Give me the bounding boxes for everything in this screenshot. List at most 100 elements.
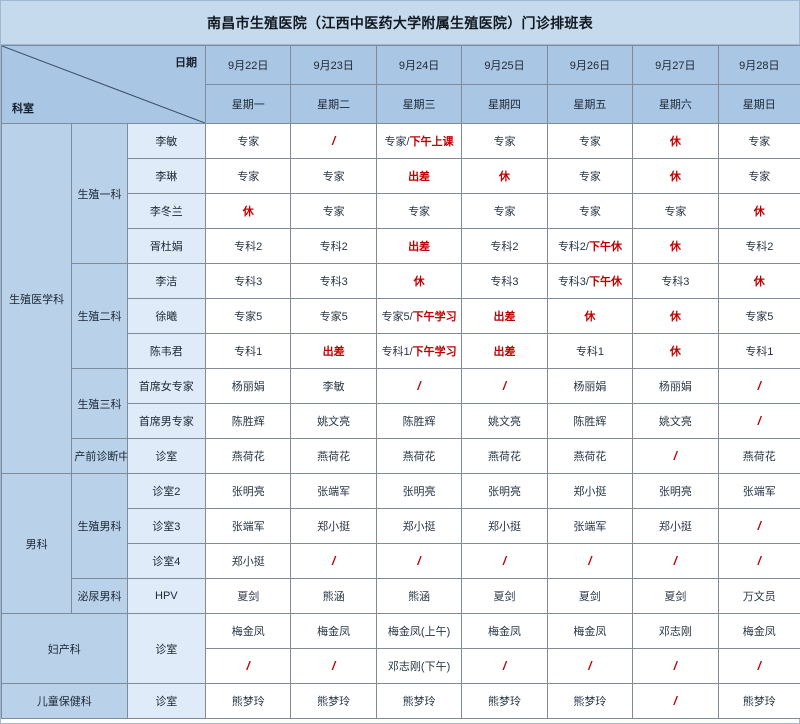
schedule-cell: 专科1 xyxy=(717,333,800,369)
status-badge: 出差 xyxy=(408,171,431,183)
shift-text: 专科1/ xyxy=(381,346,413,358)
table-row: / / 邓志刚(下午) / / / / xyxy=(2,648,800,684)
schedule-cell: 专科2 xyxy=(205,228,292,264)
shift-text: 专科3 xyxy=(234,276,263,288)
shift-text: 熊梦玲 xyxy=(317,696,351,708)
room-label: 诊室3 xyxy=(126,508,207,544)
shift-text: 熊涵 xyxy=(408,591,431,603)
header-date-label: 日期 xyxy=(175,57,198,69)
header-date-3: 9月25日 xyxy=(461,45,548,85)
status-badge: 下午学习 xyxy=(412,346,457,358)
shift-text: 梅金凤(上午) xyxy=(387,626,451,638)
shift-text: 专科3 xyxy=(490,276,519,288)
header-weekday-4: 星期五 xyxy=(546,84,634,124)
no-clinic-slash-icon: / xyxy=(502,659,507,673)
table-row: 李冬兰 休 专家 专家 专家 专家 专家 休 xyxy=(2,193,800,229)
department-label-3: 儿童保健科 xyxy=(1,683,128,719)
schedule-cell: 陈胜辉 xyxy=(205,403,292,439)
shift-text: 梅金凤 xyxy=(742,626,776,638)
schedule-cell: / xyxy=(632,543,719,579)
shift-text: 杨丽娟 xyxy=(231,381,265,393)
schedule-cell: 梅金凤 xyxy=(205,613,292,649)
status-badge: 出差 xyxy=(493,311,516,323)
schedule-cell: 专科3 xyxy=(632,263,719,299)
no-clinic-slash-icon: / xyxy=(502,554,507,568)
no-clinic-slash-icon: / xyxy=(417,379,421,393)
shift-text: 邓志刚 xyxy=(658,626,692,638)
schedule-cell: 专科1 xyxy=(546,333,634,369)
schedule-cell: 专家 xyxy=(632,193,719,229)
schedule-cell: 专家5 xyxy=(205,298,292,334)
header-date-4: 9月26日 xyxy=(546,45,634,85)
table-body: 生殖医学科 生殖一科 李敏 专家 / 专家/下午上课 专家 专家休专家 李琳 专家 专家 出差休专家休… xyxy=(0,123,800,719)
shift-text: 熊梦玲 xyxy=(402,696,436,708)
shift-text: 专家 xyxy=(493,206,516,218)
schedule-cell: 专家/下午上课 xyxy=(375,123,463,159)
schedule-cell: 熊梦玲 xyxy=(375,683,463,719)
schedule-cell: 张端军 xyxy=(290,473,377,509)
department-label-0: 生殖医学科 xyxy=(0,123,73,474)
shift-text: 专家 xyxy=(748,171,771,183)
header-weekday-1: 星期二 xyxy=(290,84,377,124)
schedule-cell: / xyxy=(717,648,800,684)
no-clinic-slash-icon: / xyxy=(331,134,336,148)
shift-text: 燕荷花 xyxy=(573,451,607,463)
schedule-cell: 郑小挺 xyxy=(461,508,548,544)
shift-text: 夏剑 xyxy=(664,591,687,603)
schedule-cell: 熊梦玲 xyxy=(546,683,634,719)
schedule-cell: 夏剑 xyxy=(546,578,634,614)
no-clinic-slash-icon: / xyxy=(757,414,761,428)
schedule-cell: 燕荷花 xyxy=(461,438,548,474)
shift-text: 专科3 xyxy=(661,276,690,288)
schedule-cell: 郑小挺 xyxy=(375,508,463,544)
shift-text: 梅金凤 xyxy=(231,626,265,638)
status-badge: 出差 xyxy=(408,241,431,253)
shift-text: 陈胜辉 xyxy=(573,416,607,428)
header-date-6: 9月28日 xyxy=(717,45,800,85)
no-clinic-slash-icon: / xyxy=(757,379,761,393)
room-label: 首席男专家 xyxy=(126,403,207,439)
no-clinic-slash-icon: / xyxy=(331,659,336,673)
room-label: 李琳 xyxy=(126,158,207,194)
table-row: 儿童保健科 诊室 熊梦玲 熊梦玲 熊梦玲 熊梦玲 熊梦玲 / 熊梦玲 xyxy=(1,683,800,719)
schedule-cell: 专家 xyxy=(546,158,634,194)
schedule-cell: 张明亮 xyxy=(632,473,719,509)
shift-text: 专家5/ xyxy=(381,311,413,323)
shift-text: 专家 xyxy=(322,206,345,218)
schedule-cell: 梅金凤 xyxy=(290,613,377,649)
room-label: 诊室2 xyxy=(126,473,207,509)
shift-text: 燕荷花 xyxy=(742,451,776,463)
shift-text: 梅金凤 xyxy=(573,626,607,638)
room-label: 诊室4 xyxy=(126,543,207,579)
shift-text: 郑小挺 xyxy=(487,521,521,533)
status-badge: 出差 xyxy=(493,346,516,358)
schedule-cell: / xyxy=(717,543,800,579)
schedule-cell: 专科2/下午休 xyxy=(546,228,634,264)
table-row: 妇产科 诊室 梅金凤 梅金凤 梅金凤(上午) 梅金凤 梅金凤 邓志刚 梅金凤 xyxy=(1,613,800,684)
department-label-2: 妇产科 xyxy=(1,613,128,684)
shift-text: 熊梦玲 xyxy=(487,696,521,708)
schedule-cell: 张端军 xyxy=(546,508,634,544)
schedule-cell: 专家 xyxy=(205,123,292,159)
header-date-5: 9月27日 xyxy=(632,45,719,85)
shift-text: 专家 xyxy=(408,206,431,218)
schedule-cell: 邓志刚 xyxy=(632,613,719,649)
shift-text: 燕荷花 xyxy=(317,451,351,463)
shift-text: 夏剑 xyxy=(237,591,260,603)
schedule-cell: 张端军 xyxy=(205,508,292,544)
shift-text: 专家5 xyxy=(319,311,348,323)
schedule-cell: / xyxy=(717,368,800,404)
shift-text: 郑小挺 xyxy=(573,486,607,498)
shift-text: 张明亮 xyxy=(658,486,692,498)
shift-text: 陈胜辉 xyxy=(231,416,265,428)
status-badge: 休 xyxy=(669,171,681,183)
shift-text: 燕荷花 xyxy=(487,451,521,463)
shift-text: 专科2/ xyxy=(557,241,589,253)
shift-text: 张明亮 xyxy=(487,486,521,498)
status-badge: 休 xyxy=(669,311,681,323)
shift-text: 专家 xyxy=(748,136,771,148)
table-row: 首席男专家 陈胜辉 姚文亮 陈胜辉 姚文亮 陈胜辉 姚文亮 / xyxy=(2,403,800,439)
schedule-cell: 张明亮 xyxy=(375,473,463,509)
table-row: 男科 生殖男科 诊室2 张明亮 张端军 张明亮 张明亮 郑小挺 张明亮 张端军 xyxy=(0,473,800,614)
